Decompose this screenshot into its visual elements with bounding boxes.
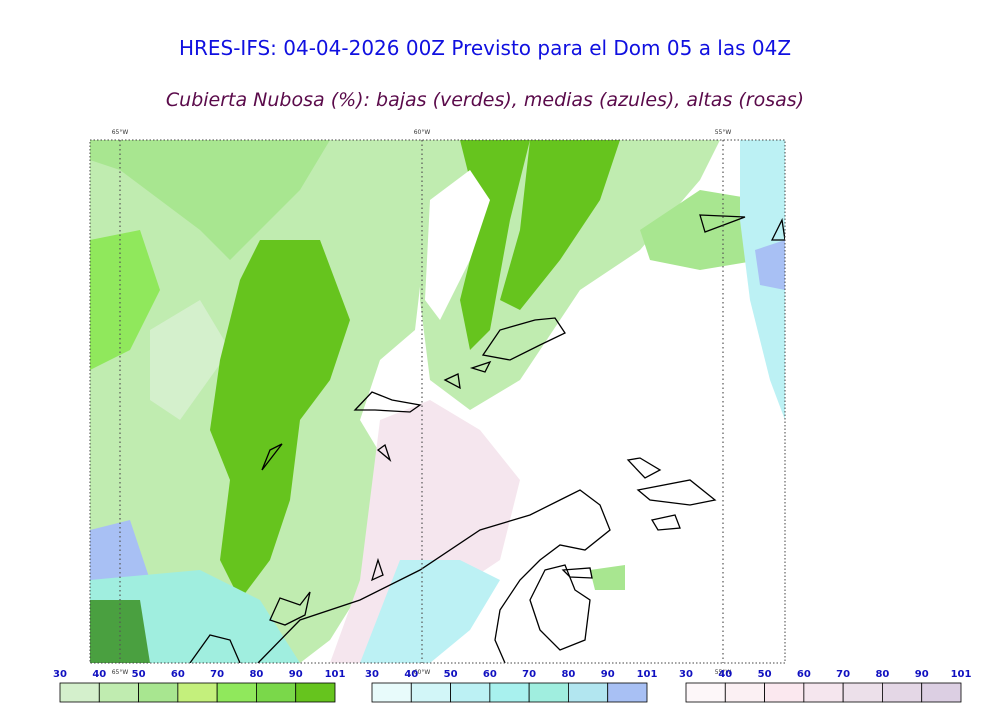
colorbar-label: 60 bbox=[171, 669, 185, 680]
meridian-label: 55°W bbox=[715, 669, 732, 676]
colorbar-swatch bbox=[256, 682, 297, 703]
colorbar-label: 40 bbox=[92, 669, 106, 680]
low-cloud bbox=[590, 565, 625, 590]
coastline bbox=[189, 214, 785, 663]
low-cloud bbox=[90, 140, 330, 260]
colorbar-label: 80 bbox=[561, 669, 575, 680]
map: 65°W 60°W 55°W 65°W 60°W 55°W bbox=[89, 129, 786, 676]
low-cloud bbox=[150, 300, 230, 420]
colorbar-swatch bbox=[842, 682, 883, 703]
colorbar-label: 30 bbox=[679, 669, 693, 680]
low-cloud bbox=[500, 140, 620, 310]
colorbar-swatch bbox=[803, 682, 844, 703]
colorbar-label: 70 bbox=[522, 669, 536, 680]
low-cloud bbox=[640, 190, 760, 270]
meridian-label: 60°W bbox=[414, 669, 431, 676]
colorbar-swatch bbox=[764, 682, 805, 703]
colorbar-label: 90 bbox=[289, 669, 303, 680]
colorbar-label: 80 bbox=[249, 669, 263, 680]
mid-cloud bbox=[755, 240, 785, 290]
map-frame bbox=[89, 139, 786, 664]
colorbar-swatch bbox=[138, 682, 179, 703]
colorbar-label: 50 bbox=[758, 669, 772, 680]
colorbar-swatch bbox=[489, 682, 530, 703]
colorbar-swatch bbox=[528, 682, 569, 703]
colorbar-label: 60 bbox=[483, 669, 497, 680]
colorbar-label: 40 bbox=[404, 669, 418, 680]
high-cloud bbox=[330, 400, 520, 663]
colorbar-swatch bbox=[371, 682, 412, 703]
colorbar-label: 60 bbox=[797, 669, 811, 680]
colorbar-label: 30 bbox=[365, 669, 379, 680]
meridian-label: 65°W bbox=[112, 129, 129, 136]
clear-sky bbox=[425, 170, 490, 320]
colorbar-swatch bbox=[450, 682, 491, 703]
low-cloud bbox=[210, 240, 350, 600]
low-cloud bbox=[90, 230, 160, 370]
meridian-label: 65°W bbox=[112, 669, 129, 676]
colorbar-label: 101 bbox=[325, 669, 346, 680]
colorbar-label: 101 bbox=[951, 669, 972, 680]
colorbar-swatch bbox=[177, 682, 218, 703]
colorbar-label: 30 bbox=[53, 669, 67, 680]
colorbar-label: 50 bbox=[444, 669, 458, 680]
colorbar-label: 50 bbox=[132, 669, 146, 680]
colorbar-label: 70 bbox=[210, 669, 224, 680]
colorbar-swatch bbox=[921, 682, 962, 703]
title: HRES-IFS: 04-04-2026 00Z Previsto para e… bbox=[179, 36, 791, 60]
colorbar-swatch bbox=[216, 682, 257, 703]
colorbar-swatch bbox=[410, 682, 451, 703]
colorbar-label: 70 bbox=[836, 669, 850, 680]
meridian-label: 60°W bbox=[414, 129, 431, 136]
colorbar-swatch bbox=[685, 682, 726, 703]
colorbar-swatch bbox=[59, 682, 100, 703]
colorbar-swatch bbox=[724, 682, 765, 703]
colorbar-swatch bbox=[882, 682, 923, 703]
colorbar-swatch bbox=[98, 682, 139, 703]
meridian-lines bbox=[119, 140, 724, 663]
colorbar-swatch bbox=[295, 682, 336, 703]
colorbar-label: 101 bbox=[637, 669, 658, 680]
mid-cloud bbox=[360, 560, 500, 663]
colorbar-swatch bbox=[568, 682, 609, 703]
colorbar-label: 40 bbox=[718, 669, 732, 680]
meridian-label: 55°W bbox=[715, 129, 732, 136]
colorbars: 30 40 50 60 70 80 90 101 30 40 50 60 70 80 90 101 30 40 50… bbox=[53, 669, 972, 703]
colorbar-swatch bbox=[607, 682, 648, 703]
colorbar-label: 80 bbox=[875, 669, 889, 680]
colorbar-label: 90 bbox=[915, 669, 929, 680]
colorbar-label: 90 bbox=[601, 669, 615, 680]
subtitle: Cubierta Nubosa (%): bajas (verdes), med… bbox=[166, 89, 804, 111]
